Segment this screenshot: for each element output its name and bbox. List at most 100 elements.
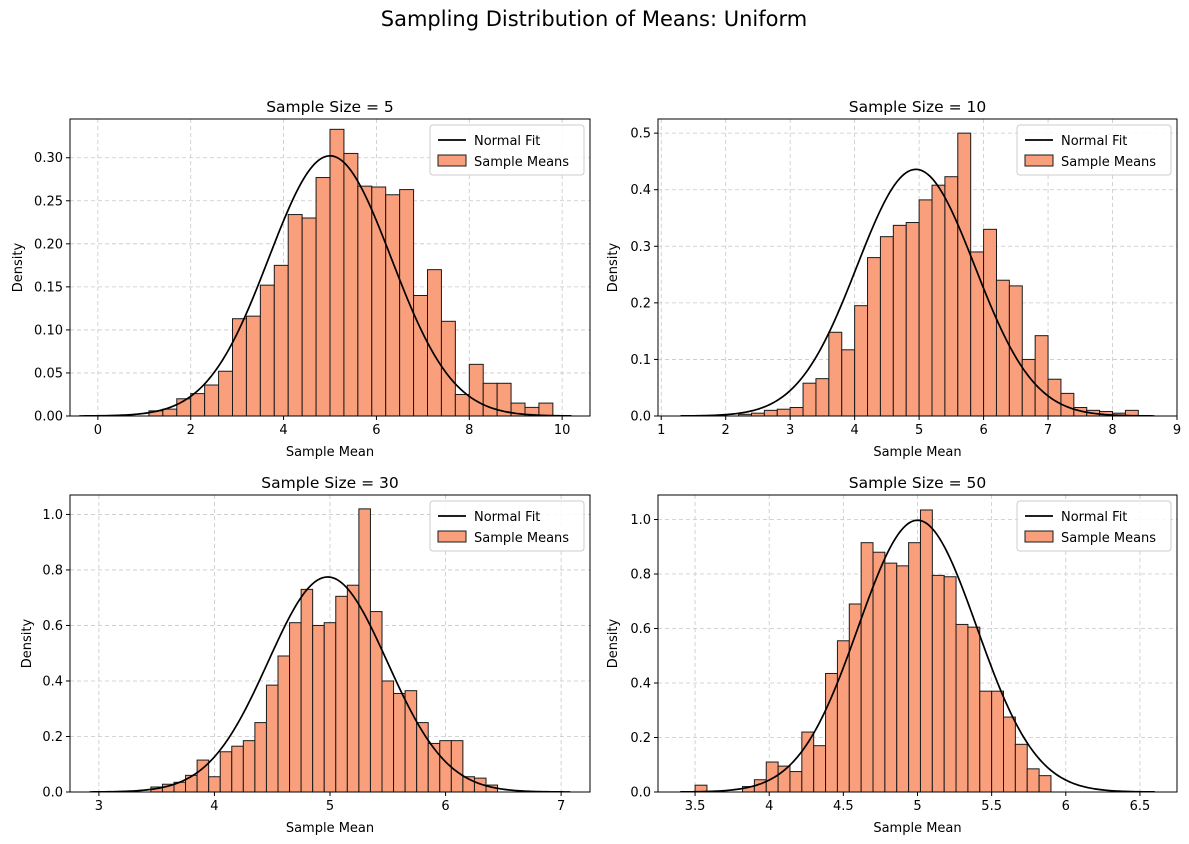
legend-box [1016, 500, 1172, 552]
x-axis: 1 2 3 4 5 6 7 8 9 [657, 416, 1181, 438]
histogram-bar [413, 294, 429, 416]
subplot-title: Sample Size = 50 [849, 474, 986, 492]
y-axis-label: Density [606, 242, 621, 292]
y-axis: 0.0 0.1 0.2 0.3 0.4 0.5 [630, 127, 658, 425]
histogram-bar [991, 690, 1005, 792]
histogram-bar [943, 576, 957, 792]
histogram-bar [1008, 285, 1023, 416]
histogram-bar [918, 199, 933, 416]
y-axis: 0.00 0.05 0.10 0.15 0.20 0.25 0.30 [34, 151, 70, 425]
y-tick-label: 0.4 [630, 183, 651, 198]
histogram-bar [1021, 358, 1036, 416]
histogram-bar [427, 742, 441, 792]
histogram-bar [273, 264, 289, 416]
histogram-bar [763, 409, 778, 416]
y-tick-label: 0.6 [630, 622, 651, 637]
histogram-bar [905, 222, 920, 416]
y-tick-label: 0.20 [34, 237, 63, 252]
histogram-bar [955, 623, 969, 792]
subplot-1: 0 2 4 6 8 10 0.00 0.05 0.10 0.15 0.20 0.25 0.30 Sampl… [11, 98, 591, 460]
x-tick-label: 7 [557, 799, 565, 814]
subplot-title: Sample Size = 5 [266, 98, 394, 116]
histogram-bar [404, 690, 418, 792]
legend-box [429, 500, 585, 552]
figure-title: Sampling Distribution of Means: Uniform [381, 7, 807, 31]
normal-fit-line [89, 576, 571, 792]
histogram-bar [393, 692, 406, 792]
legend: Normal Fit Sample Means [429, 500, 585, 552]
histogram-bars [148, 128, 554, 416]
histogram-bar [825, 672, 838, 792]
y-tick-label: 0.0 [42, 786, 63, 801]
histogram-bar [879, 236, 894, 416]
histogram-bar [482, 382, 498, 416]
histogram-bar [357, 185, 373, 416]
x-axis-label: Sample Mean [873, 821, 961, 836]
y-tick-label: 0.15 [34, 280, 63, 295]
histogram-bar [381, 680, 395, 792]
x-axis-label: Sample Mean [873, 445, 961, 460]
histogram-bar [277, 655, 291, 792]
histogram-bar [329, 128, 345, 416]
x-tick-label: 9 [1173, 423, 1181, 438]
x-tick-label: 3 [95, 799, 103, 814]
y-tick-label: 0.25 [34, 194, 63, 209]
legend: Normal Fit Sample Means [1016, 124, 1172, 176]
histogram-bar [315, 177, 331, 416]
histogram-bar [919, 509, 933, 792]
x-tick-label: 4 [210, 799, 218, 814]
subplot-title: Sample Size = 30 [261, 474, 398, 492]
histogram-bar [892, 224, 907, 416]
x-tick-label: 3 [786, 423, 794, 438]
y-tick-label: 0.2 [630, 296, 651, 311]
histogram-bar [979, 690, 993, 792]
y-tick-label: 0.4 [42, 674, 63, 689]
histogram-bar [496, 382, 512, 416]
y-axis-label: Density [11, 242, 26, 292]
histogram-bar [813, 745, 827, 792]
legend-bar-swatch [437, 154, 467, 167]
histogram-bar [867, 257, 881, 416]
histogram-bar [931, 184, 946, 416]
subplot-4: 3.5 4 4.5 5 5.5 6 6.5 0.0 0.2 0.4 0.6 0.8 1.0 Sample … [606, 474, 1178, 836]
legend-label-normal-fit: Normal Fit [474, 510, 540, 525]
x-tick-label: 2 [187, 423, 195, 438]
histogram-bar [1003, 716, 1016, 792]
y-tick-label: 0.4 [630, 677, 651, 692]
histogram-bar [828, 331, 843, 416]
histogram-bar [860, 542, 874, 792]
x-axis-label: Sample Mean [286, 821, 374, 836]
histogram-bar [776, 408, 791, 416]
x-tick-label: 8 [465, 423, 473, 438]
legend-label-sample-means: Sample Means [1061, 531, 1156, 546]
histogram-bar [358, 508, 371, 792]
x-tick-label: 4 [279, 423, 287, 438]
histogram-bar [323, 622, 337, 792]
y-axis: 0.0 0.2 0.4 0.6 0.8 1.0 [42, 508, 70, 801]
legend-label-sample-means: Sample Means [474, 531, 569, 546]
histogram-bar [802, 382, 817, 416]
histogram-bar [789, 771, 803, 792]
histogram-bar [854, 305, 869, 416]
histogram-bar [301, 217, 317, 416]
histogram-bar [908, 542, 921, 792]
histogram-bar [162, 408, 178, 416]
histogram-bar [944, 176, 959, 416]
y-tick-label: 0.1 [630, 353, 651, 368]
histogram-bar [801, 731, 815, 792]
histogram-bar [254, 722, 267, 792]
y-axis-label: Density [20, 618, 35, 668]
legend: Normal Fit Sample Means [1016, 500, 1172, 552]
y-tick-label: 0.00 [34, 410, 63, 425]
histogram-bar [450, 740, 464, 792]
histogram-bar [231, 745, 244, 792]
histogram-bar [399, 189, 415, 416]
histogram-bar [346, 584, 360, 792]
histogram-bar [371, 186, 387, 416]
x-tick-label: 6 [1062, 799, 1070, 814]
subplots: 0 2 4 6 8 100.000.050.100.150.200.250.30Sampl… [11, 98, 1181, 836]
histogram-bar [219, 751, 233, 792]
normal-fit-line [79, 154, 572, 416]
y-tick-label: 0.3 [630, 240, 651, 255]
